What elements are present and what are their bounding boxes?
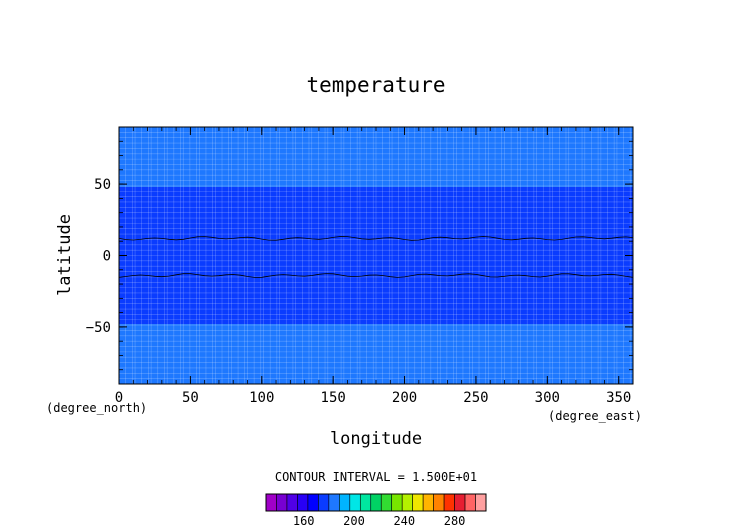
x-tick-label: 350 (606, 390, 631, 406)
y-unit-label: (degree_north) (46, 401, 147, 415)
colorbar-swatch (401, 493, 413, 512)
contour-line (118, 273, 634, 278)
colorbar-swatch (318, 493, 330, 512)
colorbar-swatch (443, 493, 455, 512)
heatmap-band (119, 186, 633, 325)
colorbar-swatch (370, 493, 382, 512)
colorbar-swatch (475, 493, 487, 512)
heatmap-band (119, 127, 633, 187)
axes: 0 50 100 150 200 250 300 350 −50 0 50 (86, 126, 634, 406)
colorbar-frame (265, 493, 487, 512)
colorbar-tick-label: 200 (343, 514, 365, 528)
colorbar-swatch (433, 493, 445, 512)
y-tick-label: 0 (103, 249, 111, 265)
colorbar-swatch (464, 493, 476, 512)
colorbar-swatch (265, 493, 277, 512)
x-tick-label: 50 (182, 390, 199, 406)
colorbar-swatch (328, 493, 340, 512)
y-tick-label: 50 (94, 177, 111, 193)
colorbar-swatch (380, 493, 393, 512)
colorbar-tick-label: 240 (393, 514, 415, 528)
colorbar-swatch (422, 493, 434, 512)
x-axis-label: longitude (330, 429, 422, 449)
colorbar-swatch (412, 493, 424, 512)
colorbar: 160 200 240 280 (265, 493, 487, 528)
colorbar-tick-label: 280 (444, 514, 466, 528)
heatmap-band (119, 324, 633, 384)
x-tick-label: 250 (463, 390, 488, 406)
contour-interval-label: CONTOUR INTERVAL = 1.500E+01 (275, 470, 477, 484)
model-grid (118, 126, 633, 385)
colorbar-swatch (297, 493, 309, 512)
colorbar-swatch (359, 493, 372, 512)
colorbar-swatch (349, 493, 361, 512)
colorbar-swatch (276, 493, 288, 512)
plot-area (118, 126, 634, 385)
x-unit-label: (degree_east) (548, 409, 642, 423)
colorbar-swatch (339, 493, 351, 512)
chart-title: temperature (306, 73, 445, 97)
x-tick-label: 200 (392, 390, 417, 406)
x-tick-label: 0 (115, 390, 123, 406)
x-tick-label: 100 (249, 390, 274, 406)
contour-line (118, 236, 634, 241)
x-tick-label: 300 (535, 390, 560, 406)
colorbar-tick-label: 160 (293, 514, 315, 528)
colorbar-swatch (286, 493, 298, 512)
y-tick-label: −50 (86, 320, 111, 336)
y-axis-label: latitude (55, 214, 75, 296)
x-tick-label: 150 (321, 390, 346, 406)
colorbar-swatch (454, 493, 466, 512)
colorbar-swatch (391, 493, 403, 512)
colorbar-swatch (307, 493, 319, 512)
